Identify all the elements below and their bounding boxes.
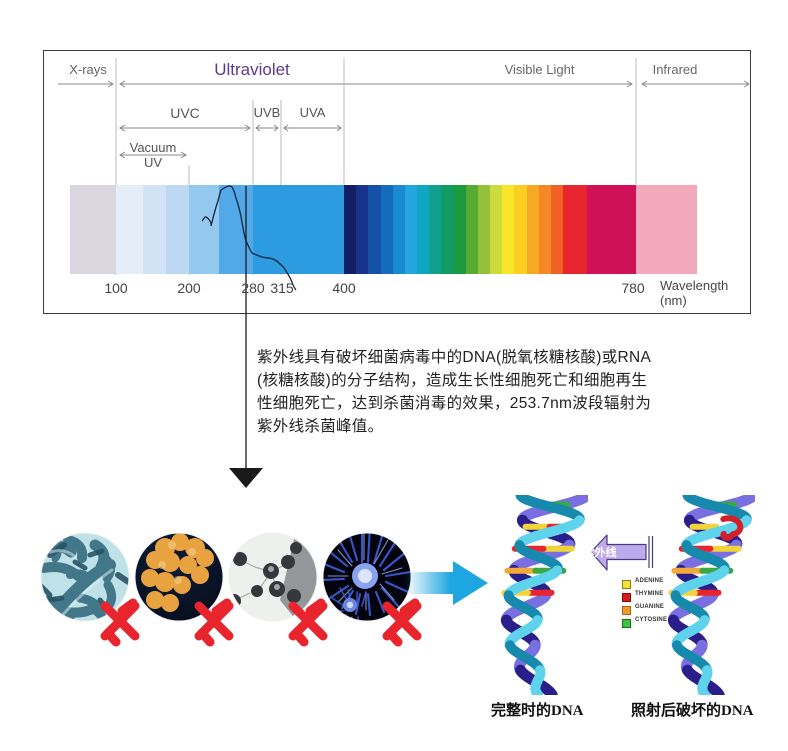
- svg-text:紫外线: 紫外线: [584, 545, 617, 559]
